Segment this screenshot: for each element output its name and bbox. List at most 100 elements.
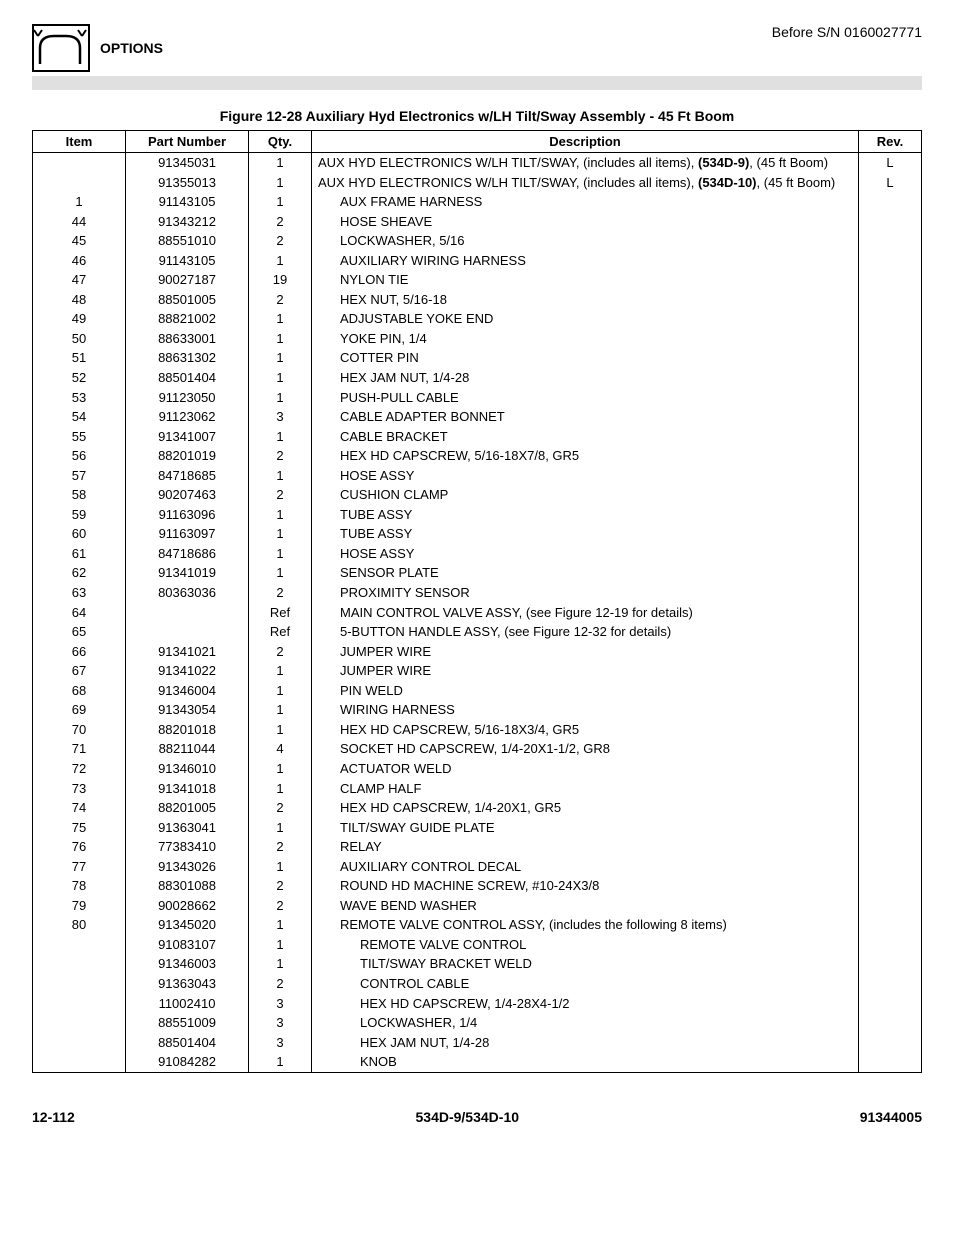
cell-part-number: 88501404 bbox=[126, 1033, 249, 1053]
cell-item: 53 bbox=[33, 388, 126, 408]
col-desc: Description bbox=[312, 131, 859, 153]
cell-qty: 1 bbox=[249, 857, 312, 877]
cell-part-number: 91083107 bbox=[126, 935, 249, 955]
footer-right: 91344005 bbox=[860, 1109, 922, 1125]
cell-item: 52 bbox=[33, 368, 126, 388]
cell-part-number: 88301088 bbox=[126, 876, 249, 896]
table-row: 48885010052HEX NUT, 5/16-18 bbox=[33, 290, 922, 310]
cell-qty: 2 bbox=[249, 446, 312, 466]
cell-item: 80 bbox=[33, 915, 126, 935]
cell-item: 76 bbox=[33, 837, 126, 857]
cell-rev bbox=[859, 251, 922, 271]
cell-rev bbox=[859, 954, 922, 974]
cell-item: 73 bbox=[33, 779, 126, 799]
cell-part-number: 91343026 bbox=[126, 857, 249, 877]
cell-qty: 1 bbox=[249, 681, 312, 701]
table-row: 910831071REMOTE VALVE CONTROL bbox=[33, 935, 922, 955]
cell-description: HEX HD CAPSCREW, 1/4-20X1, GR5 bbox=[312, 798, 859, 818]
cell-item bbox=[33, 173, 126, 193]
cell-rev bbox=[859, 700, 922, 720]
col-item: Item bbox=[33, 131, 126, 153]
cell-item: 63 bbox=[33, 583, 126, 603]
cell-item bbox=[33, 935, 126, 955]
table-row: 57847186851HOSE ASSY bbox=[33, 466, 922, 486]
cell-item bbox=[33, 954, 126, 974]
cell-item: 1 bbox=[33, 192, 126, 212]
cell-description: HEX HD CAPSCREW, 5/16-18X3/4, GR5 bbox=[312, 720, 859, 740]
table-row: 76773834102RELAY bbox=[33, 837, 922, 857]
cell-rev bbox=[859, 466, 922, 486]
cell-part-number: 77383410 bbox=[126, 837, 249, 857]
cell-item: 51 bbox=[33, 348, 126, 368]
cell-item: 66 bbox=[33, 642, 126, 662]
table-row: 913550131AUX HYD ELECTRONICS W/LH TILT/S… bbox=[33, 173, 922, 193]
cell-rev bbox=[859, 583, 922, 603]
col-qty: Qty. bbox=[249, 131, 312, 153]
cell-qty: 1 bbox=[249, 661, 312, 681]
cell-rev bbox=[859, 935, 922, 955]
cell-part-number: 91341018 bbox=[126, 779, 249, 799]
table-row: 885510093LOCKWASHER, 1/4 bbox=[33, 1013, 922, 1033]
cell-item bbox=[33, 1033, 126, 1053]
cell-qty: 1 bbox=[249, 720, 312, 740]
table-row: 910842821KNOB bbox=[33, 1052, 922, 1072]
cell-part-number: 88821002 bbox=[126, 309, 249, 329]
cell-qty: 2 bbox=[249, 642, 312, 662]
table-row: 65Ref5-BUTTON HANDLE ASSY, (see Figure 1… bbox=[33, 622, 922, 642]
cell-description: LOCKWASHER, 1/4 bbox=[312, 1013, 859, 1033]
cell-description: AUXILIARY WIRING HARNESS bbox=[312, 251, 859, 271]
cell-part-number: 88551010 bbox=[126, 231, 249, 251]
cell-part-number: 11002410 bbox=[126, 994, 249, 1014]
cell-item: 71 bbox=[33, 739, 126, 759]
cell-rev bbox=[859, 1013, 922, 1033]
page-footer: 12-112 534D-9/534D-10 91344005 bbox=[32, 1109, 922, 1125]
page-header: OPTIONS Before S/N 0160027771 bbox=[32, 24, 922, 72]
cell-description: WAVE BEND WASHER bbox=[312, 896, 859, 916]
cell-description: REMOTE VALVE CONTROL bbox=[312, 935, 859, 955]
table-row: 49888210021ADJUSTABLE YOKE END bbox=[33, 309, 922, 329]
cell-qty: 1 bbox=[249, 427, 312, 447]
cell-item bbox=[33, 153, 126, 173]
cell-item: 54 bbox=[33, 407, 126, 427]
cell-item: 50 bbox=[33, 329, 126, 349]
cell-part-number bbox=[126, 622, 249, 642]
cell-rev bbox=[859, 505, 922, 525]
cell-item: 79 bbox=[33, 896, 126, 916]
header-right: Before S/N 0160027771 bbox=[772, 24, 922, 40]
cell-rev bbox=[859, 779, 922, 799]
cell-description: SOCKET HD CAPSCREW, 1/4-20X1-1/2, GR8 bbox=[312, 739, 859, 759]
cell-rev bbox=[859, 603, 922, 623]
cell-item: 48 bbox=[33, 290, 126, 310]
cell-part-number: 80363036 bbox=[126, 583, 249, 603]
cell-rev bbox=[859, 407, 922, 427]
cell-description: AUX HYD ELECTRONICS W/LH TILT/SWAY, (inc… bbox=[312, 173, 859, 193]
cell-description: HEX HD CAPSCREW, 1/4-28X4-1/2 bbox=[312, 994, 859, 1014]
cell-rev bbox=[859, 896, 922, 916]
cell-item: 67 bbox=[33, 661, 126, 681]
cell-description: 5-BUTTON HANDLE ASSY, (see Figure 12-32 … bbox=[312, 622, 859, 642]
cell-description: NYLON TIE bbox=[312, 270, 859, 290]
cell-part-number bbox=[126, 603, 249, 623]
cell-part-number: 90028662 bbox=[126, 896, 249, 916]
cell-item: 47 bbox=[33, 270, 126, 290]
cell-rev bbox=[859, 994, 922, 1014]
cell-rev bbox=[859, 485, 922, 505]
cell-qty: 3 bbox=[249, 994, 312, 1014]
cell-description: AUX FRAME HARNESS bbox=[312, 192, 859, 212]
cell-qty: Ref bbox=[249, 622, 312, 642]
footer-left: 12-112 bbox=[32, 1109, 75, 1125]
cell-rev: L bbox=[859, 153, 922, 173]
cell-rev bbox=[859, 212, 922, 232]
cell-qty: 1 bbox=[249, 173, 312, 193]
cell-rev bbox=[859, 837, 922, 857]
cell-item: 59 bbox=[33, 505, 126, 525]
cell-rev bbox=[859, 446, 922, 466]
table-row: 52885014041HEX JAM NUT, 1/4-28 bbox=[33, 368, 922, 388]
cell-qty: 1 bbox=[249, 954, 312, 974]
cell-rev bbox=[859, 1033, 922, 1053]
cell-part-number: 91341022 bbox=[126, 661, 249, 681]
table-header-row: Item Part Number Qty. Description Rev. bbox=[33, 131, 922, 153]
cell-description: REMOTE VALVE CONTROL ASSY, (includes the… bbox=[312, 915, 859, 935]
cell-qty: 4 bbox=[249, 739, 312, 759]
cell-description: WIRING HARNESS bbox=[312, 700, 859, 720]
